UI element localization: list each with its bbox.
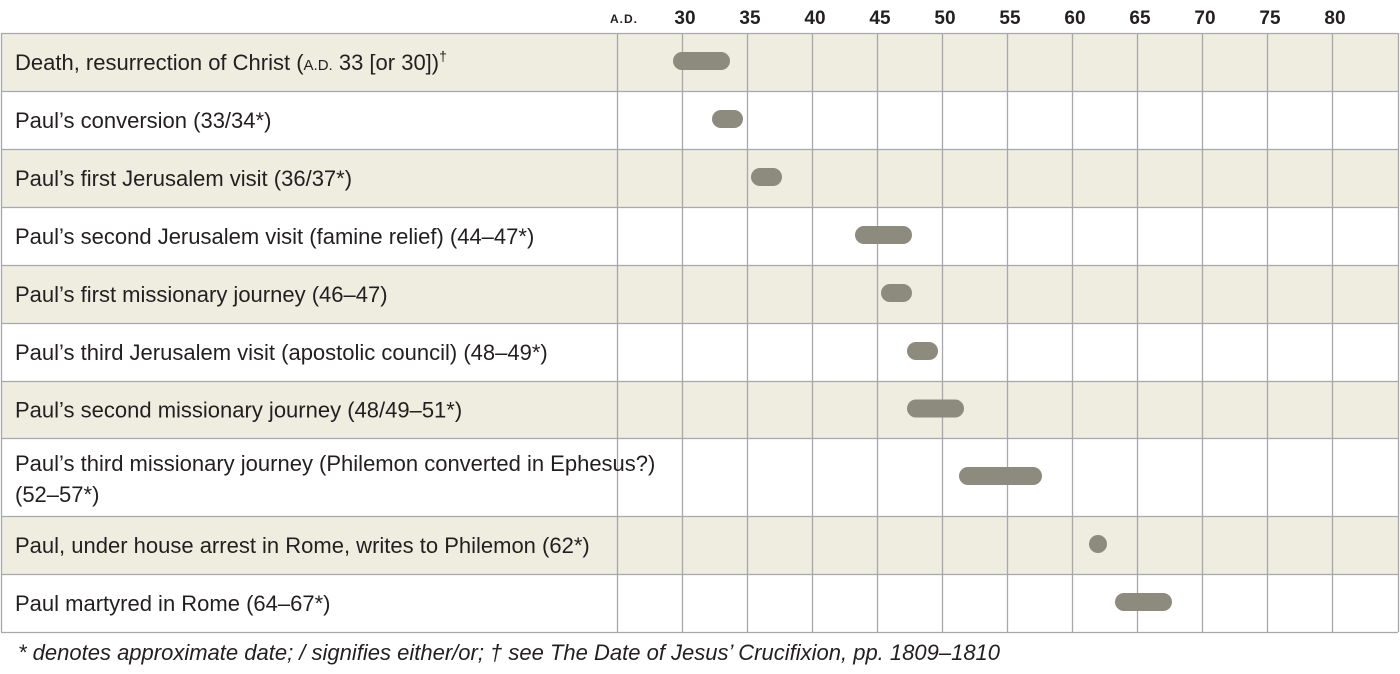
tick-label: 45 <box>869 8 891 29</box>
event-labels: Death, resurrection of Christ (A.D. 33 [… <box>15 48 655 616</box>
event-bar <box>1089 535 1107 553</box>
row-background <box>1 381 1398 438</box>
event-label: Paul’s first Jerusalem visit (36/37*) <box>15 166 352 191</box>
footnote: * denotes approximate date; / signifies … <box>18 640 1001 665</box>
event-label: Paul’s first missionary journey (46–47) <box>15 282 388 307</box>
event-label: Paul’s third Jerusalem visit (apostolic … <box>15 340 548 365</box>
event-bar <box>907 399 964 418</box>
event-label: Paul’s third missionary journey (Philemo… <box>15 451 655 476</box>
event-bars <box>673 52 1172 611</box>
event-label: Paul’s conversion (33/34*) <box>15 108 271 133</box>
event-label: Paul’s second Jerusalem visit (famine re… <box>15 224 534 249</box>
tick-label: 65 <box>1129 8 1151 29</box>
event-label: Paul’s second missionary journey (48/49–… <box>15 398 462 423</box>
row-background <box>1 516 1398 574</box>
row-background <box>1 207 1398 265</box>
event-bar <box>1115 593 1172 611</box>
row-backgrounds <box>1 33 1398 632</box>
tick-label: 60 <box>1064 8 1085 29</box>
tick-label: 70 <box>1194 8 1215 29</box>
event-bar <box>751 168 782 186</box>
event-label: Paul martyred in Rome (64–67*) <box>15 591 330 616</box>
row-background <box>1 323 1398 381</box>
tick-label: 40 <box>804 8 825 29</box>
row-background <box>1 265 1398 323</box>
tick-label: 75 <box>1259 8 1281 29</box>
event-bar <box>959 467 1042 485</box>
event-bar <box>881 284 912 302</box>
event-bar <box>673 52 730 70</box>
tick-label: 55 <box>999 8 1021 29</box>
gridlines <box>0 32 1400 634</box>
event-label-line2: (52–57*) <box>15 482 99 507</box>
tick-label: 80 <box>1324 8 1345 29</box>
event-label: Death, resurrection of Christ (A.D. 33 [… <box>15 48 447 75</box>
row-background <box>1 438 1398 516</box>
row-background <box>1 149 1398 207</box>
tick-label: 50 <box>934 8 955 29</box>
axis-era-label: A.D. <box>610 12 638 26</box>
event-label: Paul, under house arrest in Rome, writes… <box>15 533 590 558</box>
x-axis: 30 35 40 45 50 55 60 65 70 75 80 A.D. <box>610 8 1346 29</box>
row-background <box>1 91 1398 149</box>
event-bar <box>712 110 743 128</box>
event-bar <box>855 226 912 244</box>
tick-label: 30 <box>674 8 695 29</box>
tick-label: 35 <box>739 8 761 29</box>
event-bar <box>907 342 938 360</box>
